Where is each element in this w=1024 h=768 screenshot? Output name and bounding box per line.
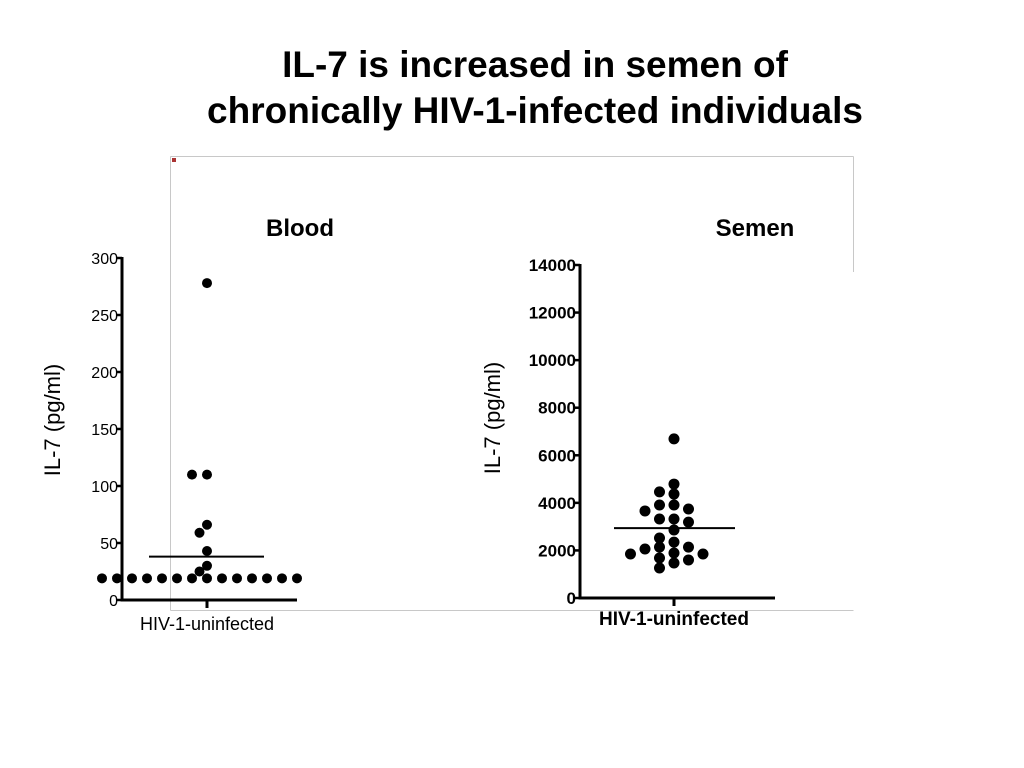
data-point	[202, 545, 212, 556]
data-point	[292, 573, 302, 584]
data-point	[187, 469, 197, 480]
title-line-2: chronically HIV-1-infected individuals	[207, 90, 863, 131]
y-tick-label: 14000	[529, 256, 576, 275]
data-point	[187, 573, 197, 584]
data-point	[112, 573, 122, 584]
data-point	[683, 503, 694, 515]
data-point	[654, 499, 665, 511]
data-point	[668, 488, 680, 500]
x-category-label: HIV-1-uninfected	[140, 614, 274, 634]
data-point	[247, 573, 257, 584]
data-point	[639, 505, 651, 517]
data-point	[639, 543, 651, 555]
title-line-1: IL-7 is increased in semen of	[282, 44, 788, 85]
data-point	[625, 548, 636, 560]
data-point	[654, 532, 665, 544]
data-point	[683, 516, 694, 528]
data-point	[194, 566, 205, 577]
data-point	[202, 519, 212, 530]
data-point	[194, 527, 205, 538]
x-category-label: HIV-1-uninfected	[599, 609, 749, 630]
data-point	[202, 278, 212, 289]
frame-marker-icon	[172, 158, 176, 162]
data-point	[697, 548, 709, 560]
data-point	[668, 433, 680, 445]
semen-panel-title: Semen	[716, 215, 795, 242]
pasted-image-frame	[170, 156, 854, 611]
data-point	[262, 573, 272, 584]
y-tick-label: 2000	[538, 541, 576, 560]
data-point	[654, 513, 665, 525]
y-tick-label: 0	[567, 589, 576, 608]
blood-panel-title: Blood	[266, 215, 334, 242]
y-axis-label: IL-7 (pg/ml)	[480, 362, 505, 474]
y-tick-label: 200	[91, 365, 118, 382]
y-axis-label: IL-7 (pg/ml)	[40, 364, 65, 476]
y-tick-label: 10000	[529, 351, 576, 370]
data-point	[668, 557, 680, 569]
data-point	[654, 486, 665, 498]
data-point	[217, 573, 227, 584]
data-point	[172, 573, 182, 584]
data-point	[654, 562, 665, 574]
data-point	[97, 573, 107, 584]
y-tick-label: 300	[91, 251, 118, 268]
data-point	[127, 573, 137, 584]
data-point	[668, 513, 680, 525]
data-point	[202, 560, 212, 571]
y-tick-label: 6000	[538, 446, 576, 465]
data-point	[683, 554, 694, 566]
y-tick-label: 12000	[529, 304, 576, 323]
data-point	[654, 541, 665, 553]
data-point	[202, 469, 212, 480]
y-tick-label: 150	[91, 422, 118, 439]
data-point	[668, 499, 680, 511]
semen-plot: 0 2000 4000 6000 8000 10000 12000 14000 IL-7 (pg…	[480, 256, 775, 630]
data-point	[668, 547, 680, 559]
data-point	[232, 573, 242, 584]
data-point	[157, 573, 167, 584]
data-point	[202, 573, 212, 584]
data-point	[668, 478, 680, 490]
y-tick-label: 50	[100, 536, 118, 553]
y-tick-label: 250	[91, 308, 118, 325]
data-point	[668, 524, 680, 536]
data-point	[654, 552, 665, 564]
data-point	[277, 573, 287, 584]
blood-plot: 0 50 100 150 200 250 300 IL-7 (pg/ml) HIV-1-unin…	[40, 251, 302, 634]
data-point	[668, 536, 680, 548]
y-tick-label: 8000	[538, 399, 576, 418]
y-tick-label: 4000	[538, 494, 576, 513]
slide-title: IL-7 is increased in semen of chronicall…	[0, 42, 1024, 134]
y-tick-label: 100	[91, 479, 118, 496]
y-tick-label: 0	[109, 593, 118, 610]
data-point	[142, 573, 152, 584]
data-point	[683, 541, 694, 553]
